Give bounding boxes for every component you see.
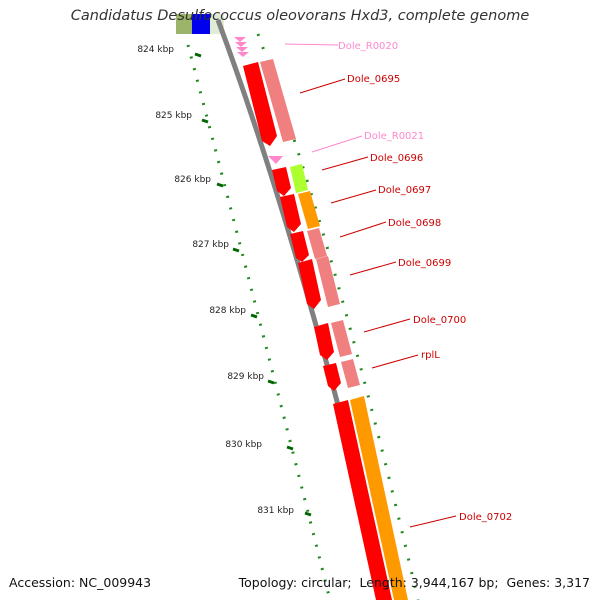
gene-label[interactable]: Dole_0695 bbox=[347, 74, 400, 85]
gene-label[interactable]: rplL bbox=[421, 350, 440, 361]
ruler-tick bbox=[194, 52, 202, 58]
ruler-tick-label: 824 kbp bbox=[137, 45, 174, 55]
genes-label: Genes: bbox=[506, 575, 551, 590]
cog-feature-rpll[interactable] bbox=[341, 359, 360, 388]
cds-feature-dole-0695[interactable] bbox=[243, 62, 277, 146]
gene-label-leader bbox=[339, 221, 387, 238]
accession-value: NC_009943 bbox=[79, 575, 152, 590]
cds-feature-dole-0696[interactable] bbox=[272, 167, 291, 196]
genome-title: Candidatus Desulfococcus oleovorans Hxd3… bbox=[70, 8, 530, 24]
ruler-tick-label: 828 kbp bbox=[209, 306, 246, 316]
ruler-tick bbox=[201, 118, 209, 124]
accession-label: Accession: bbox=[9, 575, 76, 590]
cog-feature-dole-0702[interactable] bbox=[350, 396, 408, 600]
cog-feature-dole-0696[interactable] bbox=[290, 164, 308, 193]
feature-cog-blue[interactable] bbox=[192, 14, 210, 34]
cog-feature-dole-0695[interactable] bbox=[260, 59, 296, 142]
gene-label[interactable]: Dole_0696 bbox=[370, 153, 423, 164]
gene-label-leader bbox=[349, 261, 397, 276]
gene-label-leader bbox=[409, 515, 457, 528]
genes-value: 3,317 bbox=[554, 575, 590, 590]
accession-info: Accession: NC_009943 bbox=[9, 575, 151, 590]
gene-label[interactable]: Dole_R0021 bbox=[364, 131, 424, 142]
ruler-tick bbox=[216, 182, 224, 188]
gc-content-track bbox=[256, 33, 420, 600]
topology-value: circular bbox=[301, 575, 348, 590]
ruler-tick bbox=[232, 247, 240, 253]
gene-label[interactable]: Dole_0698 bbox=[388, 218, 441, 229]
ruler-tick-label: 829 kbp bbox=[227, 372, 264, 382]
ruler: 824 kbp 825 kbp 826 kbp 827 kbp 828 kbp 829 k… bbox=[137, 45, 312, 517]
cds-feature-dole-0699[interactable] bbox=[298, 259, 321, 309]
gene-label-leader bbox=[363, 318, 411, 333]
cds-feature-dole-0698[interactable] bbox=[290, 231, 309, 262]
cog-feature-dole-0700[interactable] bbox=[331, 320, 352, 357]
gene-label[interactable]: Dole_0700 bbox=[413, 315, 466, 326]
gene-label[interactable]: Dole_R0020 bbox=[338, 41, 398, 52]
gene-labels: Dole_R0020 Dole_0695 Dole_R0021 Dole_0696 Do… bbox=[284, 41, 512, 528]
ruler-tick bbox=[286, 445, 294, 451]
rna-feature-dole-r0020[interactable] bbox=[234, 37, 249, 57]
cds-feature-dole-0697[interactable] bbox=[280, 194, 301, 232]
gene-label[interactable]: Dole_0699 bbox=[398, 258, 451, 269]
gc-skew-track bbox=[186, 44, 332, 600]
gene-label-leader bbox=[284, 43, 339, 46]
gene-label-leader bbox=[371, 354, 419, 369]
ruler-tick-label: 830 kbp bbox=[225, 440, 262, 450]
cog-feature-dole-0699[interactable] bbox=[316, 256, 340, 307]
cog-feature-dole-0698[interactable] bbox=[307, 228, 327, 259]
cds-feature-dole-0702[interactable] bbox=[333, 400, 392, 600]
gene-label-leader bbox=[311, 135, 363, 153]
topology-label: Topology: bbox=[238, 575, 298, 590]
length-label: Length: bbox=[359, 575, 407, 590]
ruler-tick bbox=[267, 379, 275, 385]
ruler-tick-label: 827 kbp bbox=[192, 240, 229, 250]
ruler-tick bbox=[304, 511, 312, 517]
ruler-tick bbox=[250, 313, 258, 319]
length-value: 3,944,167 bp bbox=[410, 575, 495, 590]
gene-label[interactable]: Dole_0697 bbox=[378, 185, 431, 196]
ruler-tick-label: 825 kbp bbox=[155, 111, 192, 121]
gene-label[interactable]: Dole_0702 bbox=[459, 512, 512, 523]
cog-feature-dole-0697[interactable] bbox=[298, 191, 320, 229]
gene-label-leader bbox=[321, 156, 369, 171]
rna-feature-dole-r0021[interactable] bbox=[268, 156, 283, 164]
ruler-tick-label: 826 kbp bbox=[174, 175, 211, 185]
feature-cog-olive[interactable] bbox=[176, 14, 192, 34]
genome-stats: Topology: circular; Length: 3,944,167 bp… bbox=[238, 575, 590, 590]
cds-feature-rpll[interactable] bbox=[323, 363, 341, 391]
gene-label-leader bbox=[299, 78, 346, 94]
ruler-tick-label: 831 kbp bbox=[257, 506, 294, 516]
gene-label-leader bbox=[330, 189, 377, 204]
cds-feature-dole-0700[interactable] bbox=[314, 323, 334, 360]
